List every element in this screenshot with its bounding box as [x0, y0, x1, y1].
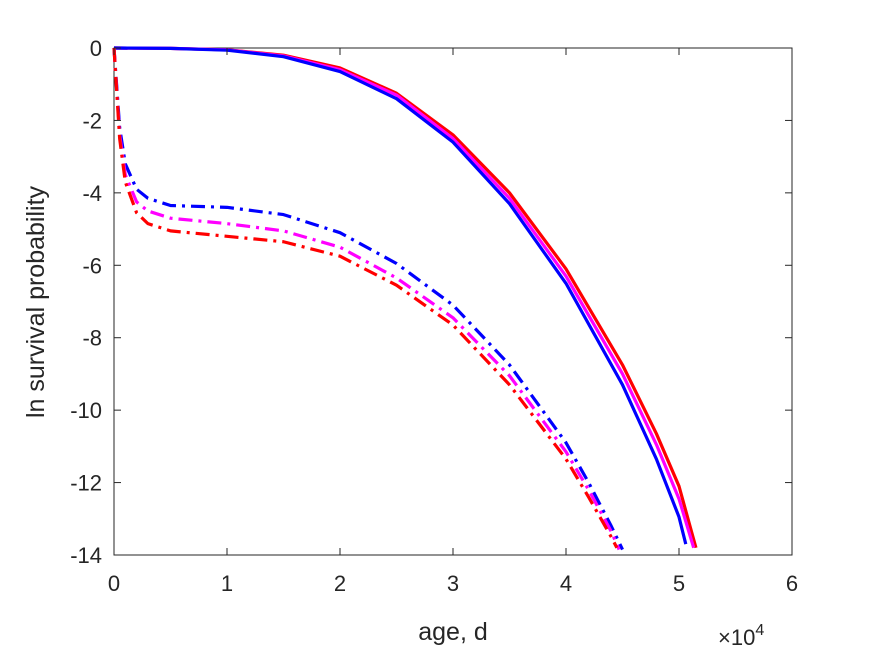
x-multiplier-exponent: 4	[755, 622, 764, 639]
x-multiplier-label: ×104	[718, 622, 764, 650]
x-tick-label: 4	[560, 571, 572, 596]
x-tick-label: 5	[673, 571, 685, 596]
y-tick-label: -4	[82, 181, 102, 206]
x-axis-label: age, d	[418, 618, 488, 646]
series-line-6	[112, 47, 619, 549]
series-line-4	[112, 47, 624, 551]
plot-area	[113, 47, 793, 556]
series-line-5	[112, 47, 621, 551]
y-tick-label: -2	[82, 108, 102, 133]
x-tick-label: 3	[447, 571, 459, 596]
y-tick-label: -14	[70, 543, 102, 568]
y-tick-label: -10	[70, 398, 102, 423]
y-tick-label: -12	[70, 471, 102, 496]
y-axis-label: ln survival probability	[22, 185, 50, 418]
y-tick-label: 0	[90, 36, 102, 61]
x-tick-label: 0	[108, 571, 120, 596]
x-tick-label: 1	[221, 571, 233, 596]
y-tick-label: -8	[82, 326, 102, 351]
y-tick-label: -6	[82, 253, 102, 278]
ticks-layer: 0 1 2 3 4 5 6 0 -2 -4 -6 -8 -10 -12 -14	[70, 36, 798, 596]
x-multiplier-base: ×10	[718, 625, 755, 650]
x-tick-label: 2	[334, 571, 346, 596]
x-tick-label: 6	[786, 571, 798, 596]
